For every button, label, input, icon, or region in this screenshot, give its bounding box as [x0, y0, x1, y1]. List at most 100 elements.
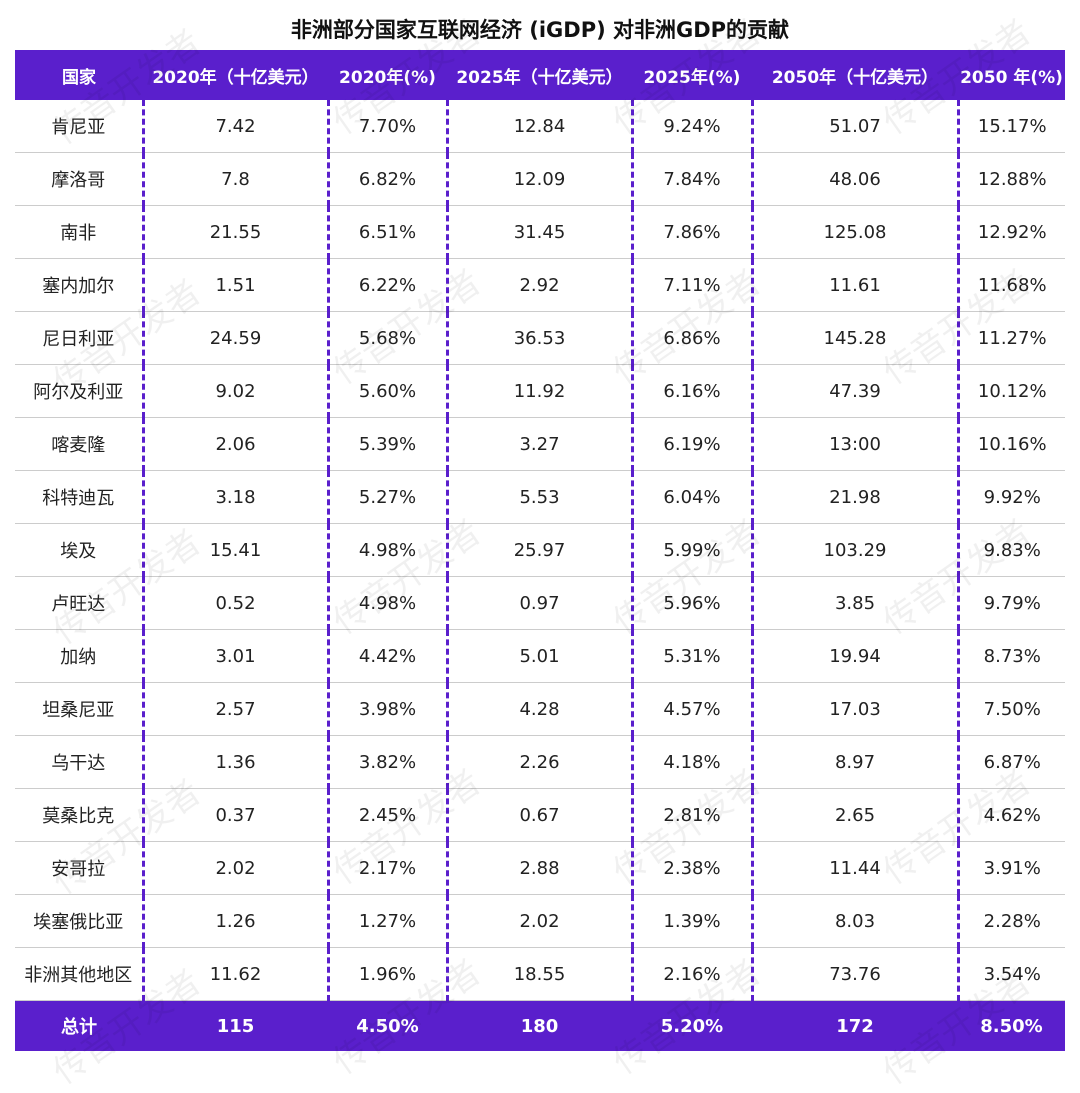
table-cell: 9.24% — [630, 100, 752, 153]
table-cell: 3.82% — [326, 735, 447, 789]
table-cell: 12.84 — [445, 100, 632, 153]
table-cell: 125.08 — [750, 205, 958, 259]
table-cell: 5.68% — [326, 311, 447, 365]
table-cell: 3.54% — [956, 947, 1065, 1001]
table-cell: 2025年(%) — [632, 50, 752, 100]
table-cell: 5.20% — [632, 1000, 752, 1051]
table-row: 卢旺达 0.52 4.98% 0.97 5.96% 3.85 9.79% — [15, 576, 1065, 630]
data-table: 国家 2020年（十亿美元） 2020年(%) 2025年（十亿美元） 2025年(%)… — [15, 50, 1065, 1051]
table-cell: 1.36 — [141, 735, 328, 789]
table-cell: 5.99% — [630, 523, 752, 577]
table-cell: 卢旺达 — [15, 576, 143, 630]
table-cell: 13:00 — [750, 417, 958, 471]
table-row: 莫桑比克 0.37 2.45% 0.67 2.81% 2.65 4.62% — [15, 788, 1065, 842]
table-cell: 10.12% — [956, 364, 1065, 418]
total-row: 总计 115 4.50% 180 5.20% 172 8.50% — [15, 1000, 1065, 1051]
table-cell: 0.97 — [445, 576, 632, 630]
table-cell: 21.98 — [750, 470, 958, 524]
table-cell: 15.17% — [956, 100, 1065, 153]
table-cell: 4.28 — [445, 682, 632, 736]
table-cell: 6.86% — [630, 311, 752, 365]
table-cell: 5.96% — [630, 576, 752, 630]
table-cell: 塞内加尔 — [15, 258, 143, 312]
table-cell: 11.68% — [956, 258, 1065, 312]
table-cell: 2.92 — [445, 258, 632, 312]
table-row: 科特迪瓦 3.18 5.27% 5.53 6.04% 21.98 9.92% — [15, 470, 1065, 524]
table-cell: 1.26 — [141, 894, 328, 948]
table-cell: 6.51% — [326, 205, 447, 259]
table-cell: 坦桑尼亚 — [15, 682, 143, 736]
table-cell: 6.04% — [630, 470, 752, 524]
table-cell: 1.27% — [326, 894, 447, 948]
table-cell: 7.70% — [326, 100, 447, 153]
table-cell: 36.53 — [445, 311, 632, 365]
table-cell: 7.86% — [630, 205, 752, 259]
table-cell: 2.26 — [445, 735, 632, 789]
table-cell: 17.03 — [750, 682, 958, 736]
table-cell: 4.57% — [630, 682, 752, 736]
table-cell: 47.39 — [750, 364, 958, 418]
table-cell: 25.97 — [445, 523, 632, 577]
table-cell: 1.96% — [326, 947, 447, 1001]
table-row: 安哥拉 2.02 2.17% 2.88 2.38% 11.44 3.91% — [15, 841, 1065, 895]
table-cell: 145.28 — [750, 311, 958, 365]
table-cell: 4.98% — [326, 523, 447, 577]
table-cell: 2020年（十亿美元） — [143, 50, 328, 100]
table-cell: 喀麦隆 — [15, 417, 143, 471]
table-cell: 阿尔及利亚 — [15, 364, 143, 418]
table-cell: 南非 — [15, 205, 143, 259]
table-cell: 2.02 — [445, 894, 632, 948]
table-cell: 加纳 — [15, 629, 143, 683]
table-cell: 9.92% — [956, 470, 1065, 524]
table-cell: 埃塞俄比亚 — [15, 894, 143, 948]
table-cell: 2.06 — [141, 417, 328, 471]
table-cell: 2.02 — [141, 841, 328, 895]
table-row: 肯尼亚 7.42 7.70% 12.84 9.24% 51.07 15.17% — [15, 100, 1065, 153]
table-cell: 5.39% — [326, 417, 447, 471]
table-cell: 24.59 — [141, 311, 328, 365]
table-cell: 2.57 — [141, 682, 328, 736]
table-cell: 3.98% — [326, 682, 447, 736]
table-cell: 3.18 — [141, 470, 328, 524]
title: 非洲部分国家互联网经济 (iGDP) 对非洲GDP的贡献 — [290, 18, 790, 42]
table-cell: 12.88% — [956, 152, 1065, 206]
table-row: 坦桑尼亚 2.57 3.98% 4.28 4.57% 17.03 7.50% — [15, 682, 1065, 736]
table-cell: 莫桑比克 — [15, 788, 143, 842]
table-cell: 11.44 — [750, 841, 958, 895]
page-body: 非洲部分国家互联网经济 (iGDP) 对非洲GDP的贡献 国家 2020年（十亿美… — [15, 12, 1065, 1093]
table-cell: 9.02 — [141, 364, 328, 418]
page: {"title": "非洲部分国家互联网经济 (iGDP) 对非洲GDP的贡献"… — [15, 12, 1065, 1093]
table-cell: 6.16% — [630, 364, 752, 418]
table-cell: 5.60% — [326, 364, 447, 418]
table-cell: 乌干达 — [15, 735, 143, 789]
table-cell: 2.28% — [956, 894, 1065, 948]
table-cell: 12.92% — [956, 205, 1065, 259]
table-cell: 180 — [447, 1000, 632, 1051]
table-cell: 0.52 — [141, 576, 328, 630]
table-cell: 15.41 — [141, 523, 328, 577]
table-cell: 安哥拉 — [15, 841, 143, 895]
table-cell: 2020年(%) — [328, 50, 447, 100]
table-cell: 73.76 — [750, 947, 958, 1001]
table-cell: 6.19% — [630, 417, 752, 471]
table-cell: 0.37 — [141, 788, 328, 842]
table-cell: 2.16% — [630, 947, 752, 1001]
table-cell: 6.87% — [956, 735, 1065, 789]
table-cell: 7.84% — [630, 152, 752, 206]
table-cell: 8.50% — [958, 1000, 1065, 1051]
table-cell: 2.65 — [750, 788, 958, 842]
table-row: 南非 21.55 6.51% 31.45 7.86% 125.08 12.92% — [15, 205, 1065, 259]
table-row: 尼日利亚 24.59 5.68% 36.53 6.86% 145.28 11.27% — [15, 311, 1065, 365]
table-cell: 2050年（十亿美元） — [752, 50, 958, 100]
table-cell: 2.81% — [630, 788, 752, 842]
table-cell: 6.82% — [326, 152, 447, 206]
table-cell: 7.8 — [141, 152, 328, 206]
table-cell: 11.61 — [750, 258, 958, 312]
table-cell: 8.97 — [750, 735, 958, 789]
table-cell: 科特迪瓦 — [15, 470, 143, 524]
table-cell: 2.17% — [326, 841, 447, 895]
table-cell: 摩洛哥 — [15, 152, 143, 206]
table-cell: 7.11% — [630, 258, 752, 312]
table-cell: 6.22% — [326, 258, 447, 312]
table-row: 摩洛哥 7.8 6.82% 12.09 7.84% 48.06 12.88% — [15, 152, 1065, 206]
